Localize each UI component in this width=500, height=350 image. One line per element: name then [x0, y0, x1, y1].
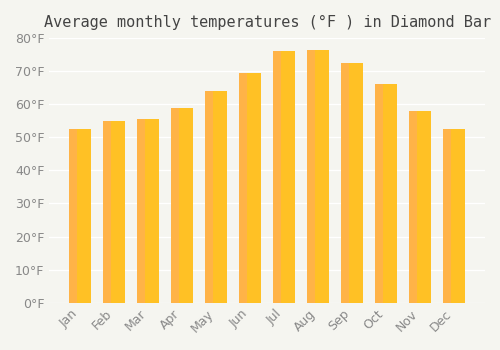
Bar	[205, 91, 213, 303]
Bar	[171, 107, 179, 303]
Bar	[69, 129, 92, 303]
Bar	[307, 50, 329, 303]
Bar	[375, 84, 397, 303]
Bar	[69, 129, 77, 303]
Bar	[443, 129, 451, 303]
Bar	[239, 73, 247, 303]
Bar	[273, 51, 295, 303]
Bar	[443, 129, 465, 303]
Bar	[409, 111, 431, 303]
Title: Average monthly temperatures (°F ) in Diamond Bar: Average monthly temperatures (°F ) in Di…	[44, 15, 490, 30]
Bar	[341, 63, 349, 303]
Bar	[205, 91, 227, 303]
Bar	[103, 121, 111, 303]
Bar	[307, 50, 315, 303]
Bar	[375, 84, 383, 303]
Bar	[409, 111, 417, 303]
Bar	[137, 119, 159, 303]
Bar	[103, 121, 126, 303]
Bar	[239, 73, 261, 303]
Bar	[341, 63, 363, 303]
Bar	[273, 51, 281, 303]
Bar	[171, 107, 193, 303]
Bar	[137, 119, 145, 303]
